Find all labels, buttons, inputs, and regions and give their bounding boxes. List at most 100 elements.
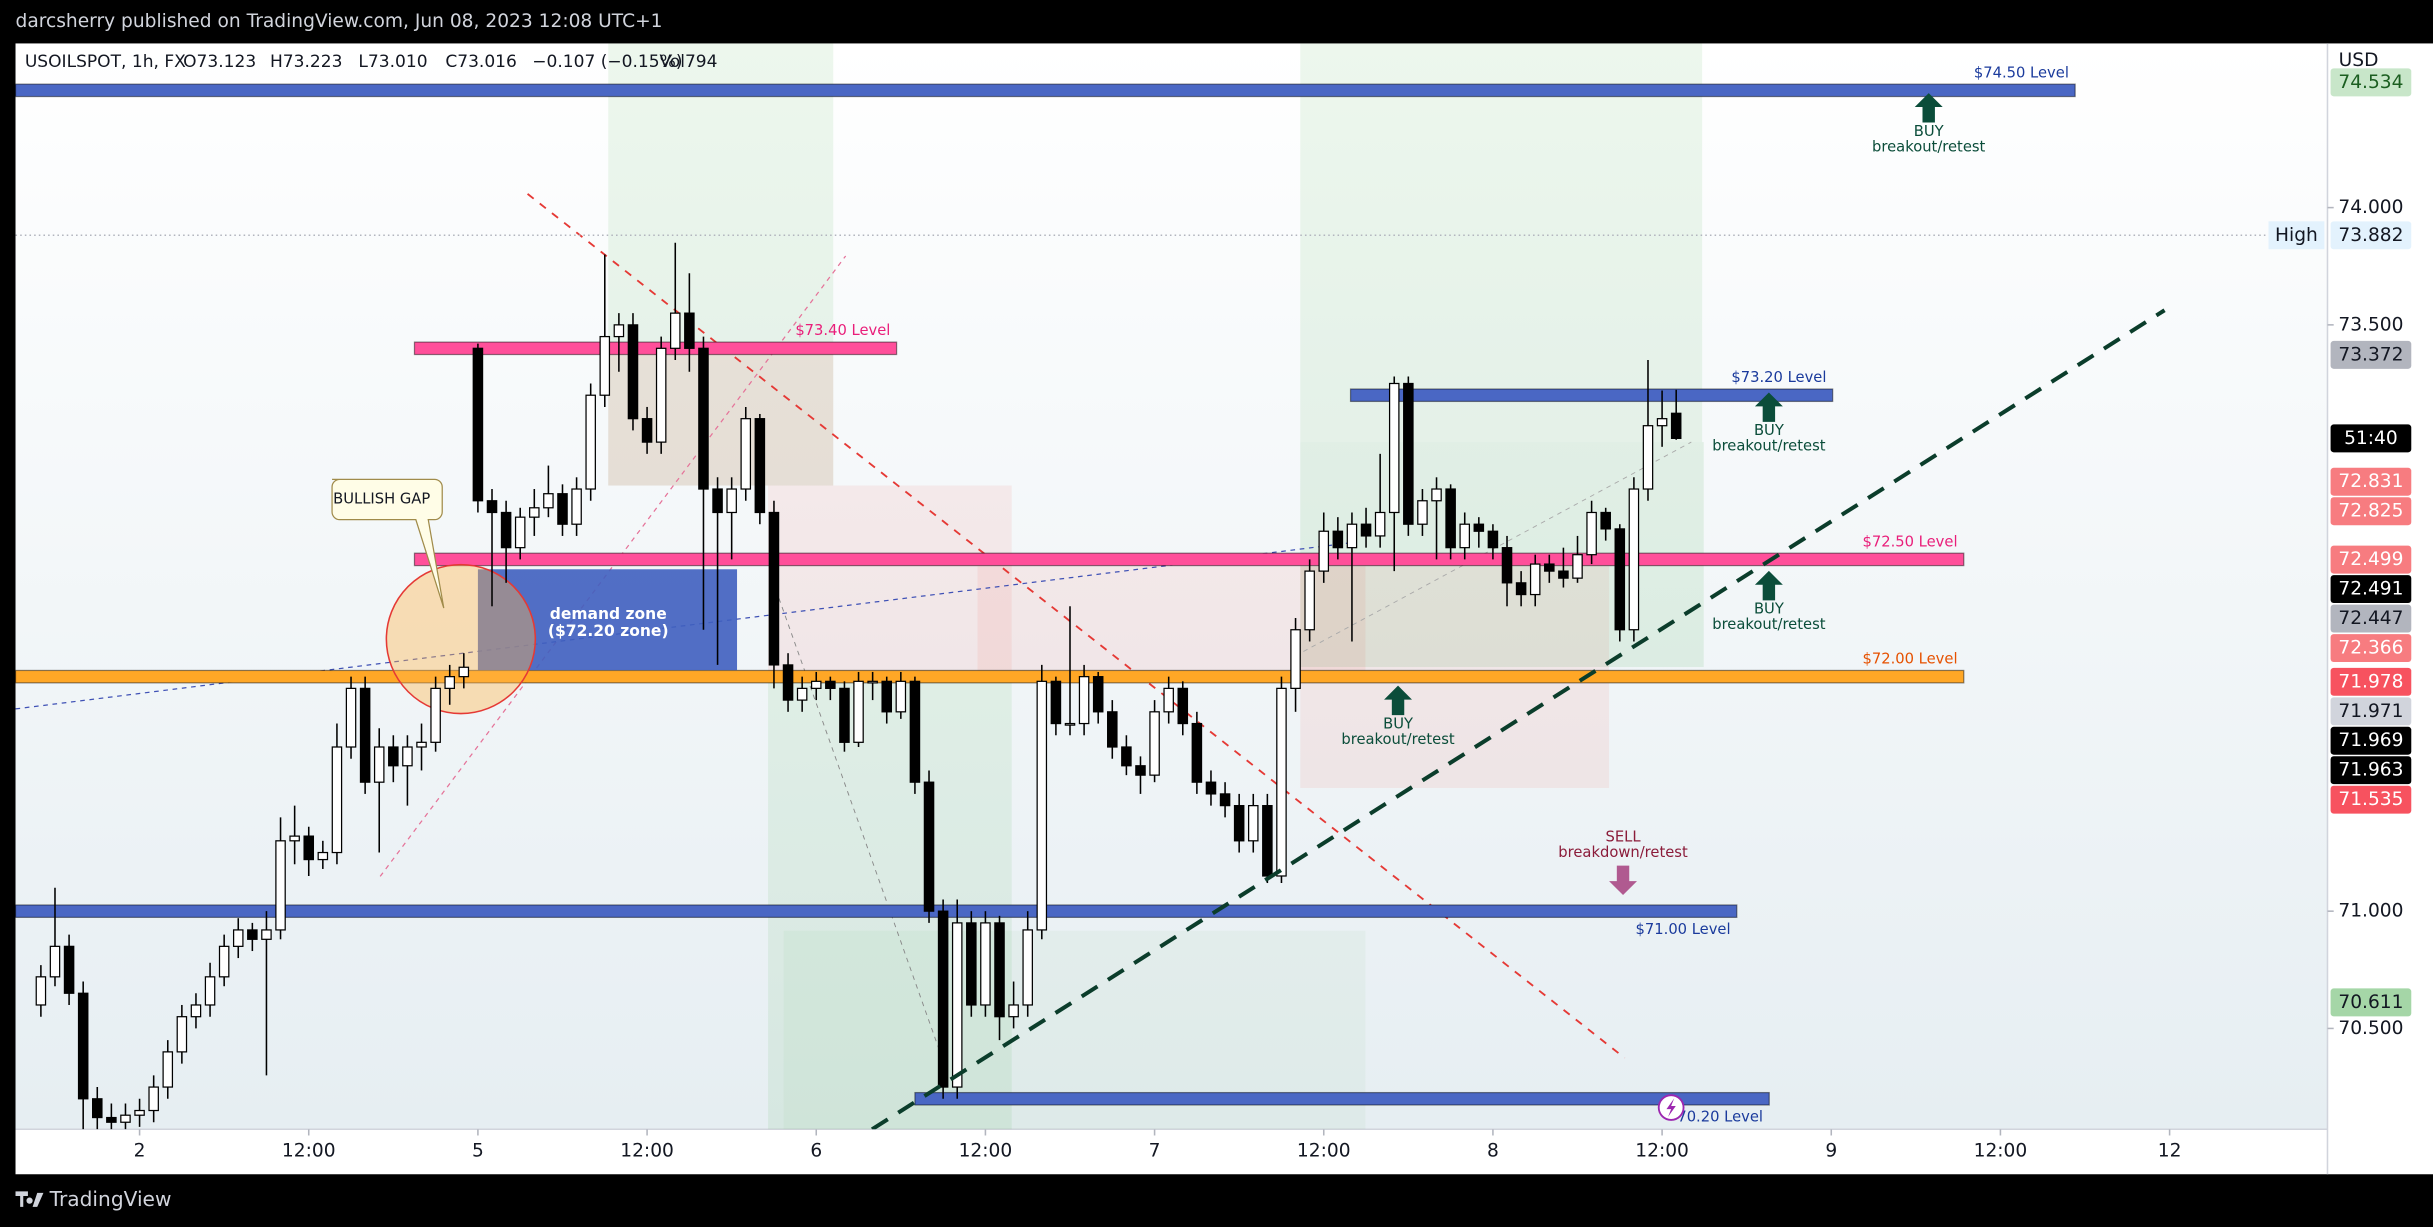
y-tick-label: 70.500 bbox=[2338, 1018, 2403, 1039]
callout: BULLISH GAP bbox=[331, 478, 445, 609]
level-band bbox=[1349, 388, 1834, 403]
price-tag bbox=[2330, 988, 2412, 1017]
candle-body bbox=[599, 335, 611, 396]
price-tag bbox=[2330, 726, 2412, 755]
candle-body bbox=[106, 1116, 117, 1123]
price-tag bbox=[2330, 68, 2412, 97]
candle-body bbox=[1107, 711, 1118, 748]
candle-body bbox=[416, 741, 427, 748]
countdown-tag bbox=[2330, 424, 2412, 453]
candle-body bbox=[853, 680, 864, 743]
candle-body bbox=[641, 418, 653, 443]
candle-body bbox=[232, 929, 244, 947]
annotation-label: BUY bbox=[1754, 422, 1785, 439]
candle-body bbox=[120, 1114, 131, 1123]
candle-body bbox=[1247, 805, 1259, 842]
candle-body bbox=[1515, 582, 1527, 596]
y-tick-label: 71.000 bbox=[2338, 901, 2403, 922]
candle-body bbox=[303, 835, 315, 861]
candle-body bbox=[923, 781, 935, 912]
annotations: BUYbreakout/retestBUYbreakout/retestBUYb… bbox=[1341, 93, 1986, 896]
candle-body bbox=[1318, 530, 1330, 572]
countdown: 51:40 bbox=[2344, 428, 2398, 449]
arrow bbox=[1754, 570, 1783, 601]
candle-body bbox=[1036, 680, 1048, 931]
price-tag bbox=[2330, 545, 2412, 574]
candle-body bbox=[810, 680, 822, 689]
price-tag-label: 73.882 bbox=[2338, 225, 2403, 246]
candle-body bbox=[247, 929, 258, 940]
candle-body bbox=[881, 680, 893, 713]
candle-body bbox=[1205, 781, 1217, 795]
x-tick-label: 12:00 bbox=[620, 1140, 674, 1161]
candle-body bbox=[1656, 418, 1668, 427]
candle-body bbox=[444, 676, 455, 689]
candle-body bbox=[134, 1109, 145, 1116]
price-tag-label: 71.971 bbox=[2338, 701, 2403, 722]
candle-body bbox=[1544, 563, 1555, 572]
candle-body bbox=[909, 680, 921, 783]
candle-body bbox=[317, 851, 329, 861]
candle-body bbox=[218, 945, 230, 978]
time-axis bbox=[15, 1129, 2328, 1175]
candle-body bbox=[1642, 425, 1654, 490]
candle-body bbox=[1403, 382, 1414, 525]
candle-body bbox=[1346, 523, 1358, 549]
candle-body bbox=[176, 1016, 188, 1053]
candle-body bbox=[1445, 488, 1456, 549]
candle-body bbox=[1628, 488, 1640, 631]
candle-body bbox=[951, 922, 963, 1088]
candle-body bbox=[796, 687, 808, 701]
arrow bbox=[1609, 865, 1637, 896]
candle-body bbox=[1290, 629, 1301, 689]
candle-body bbox=[557, 493, 568, 525]
candle-body bbox=[1360, 523, 1372, 537]
level-band bbox=[14, 83, 2076, 98]
volume: Vol794 bbox=[659, 52, 717, 72]
close: C73.016 bbox=[445, 52, 517, 72]
level-band bbox=[14, 669, 1965, 684]
price-tag-label: 71.969 bbox=[2338, 730, 2403, 751]
candle-body bbox=[1304, 570, 1315, 631]
x-tick-label: 12 bbox=[2158, 1140, 2182, 1161]
x-tick-label: 8 bbox=[1487, 1140, 1499, 1161]
price-tag-label: 72.831 bbox=[2338, 471, 2403, 492]
candle-body bbox=[1558, 570, 1569, 579]
candle-body bbox=[1064, 722, 1076, 726]
high-tag bbox=[2268, 221, 2325, 250]
candle-body bbox=[698, 347, 709, 490]
candle-body bbox=[1078, 676, 1090, 725]
open: O73.123 bbox=[183, 52, 256, 72]
candle-body bbox=[49, 945, 61, 978]
level-label: $74.50 Level bbox=[1974, 64, 2069, 81]
brand: TradingView bbox=[49, 1187, 172, 1211]
annotation-label: BUY bbox=[1914, 123, 1945, 140]
candle-body bbox=[712, 488, 723, 514]
candle-body bbox=[1431, 488, 1442, 502]
x-tick-label: 9 bbox=[1825, 1140, 1837, 1161]
zone-subtitle: ($72.20 zone) bbox=[548, 622, 669, 640]
price-tag bbox=[2330, 667, 2412, 696]
price-tag bbox=[2330, 756, 2412, 785]
candle-body bbox=[148, 1086, 159, 1112]
candle-body bbox=[1008, 1004, 1019, 1018]
candle-body bbox=[669, 312, 681, 349]
candle-body bbox=[1586, 511, 1597, 556]
price-tag-label: 72.825 bbox=[2338, 501, 2403, 522]
callout-text: BULLISH GAP bbox=[333, 490, 430, 507]
arrow bbox=[1754, 392, 1783, 422]
candle-body bbox=[1417, 500, 1428, 525]
annotation-note: breakout/retest bbox=[1872, 138, 1986, 155]
candle-body bbox=[77, 992, 89, 1100]
publisher: darcsherry published on TradingView.com,… bbox=[16, 11, 663, 32]
annotation-label: BUY bbox=[1754, 601, 1785, 618]
candle-body bbox=[1501, 547, 1513, 584]
candle-body bbox=[529, 507, 540, 518]
candle-body bbox=[1614, 528, 1626, 631]
levels: $74.50 Level $73.40 Level $73.20 Level $72.… bbox=[14, 64, 2076, 1125]
high: H73.223 bbox=[270, 52, 342, 72]
annotation-note: breakout/retest bbox=[1712, 438, 1826, 455]
candle-body bbox=[1191, 722, 1203, 783]
demand-zone: demand zone ($72.20 zone) bbox=[477, 569, 738, 671]
